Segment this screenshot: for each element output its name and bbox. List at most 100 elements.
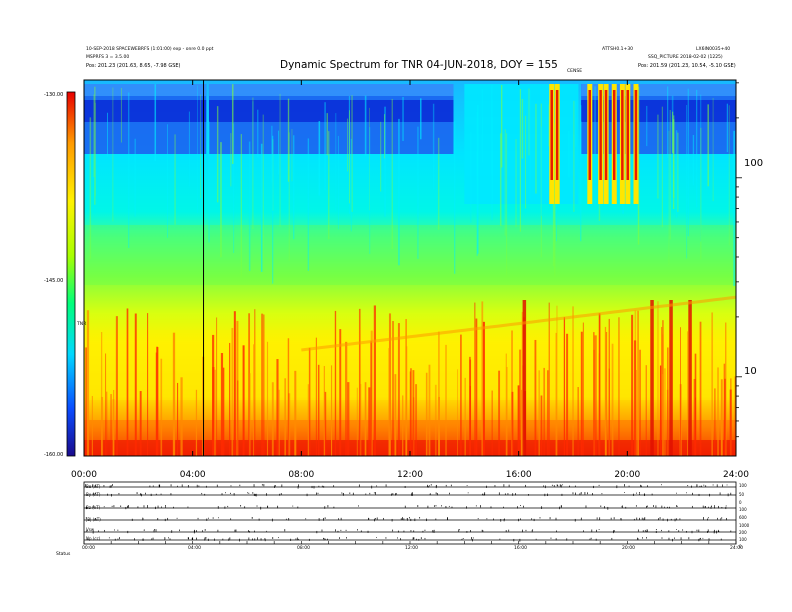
background-streak [675, 130, 678, 218]
panel-point [187, 485, 189, 488]
background-streak [120, 87, 122, 143]
background-streak [540, 103, 542, 258]
emission-streak [631, 314, 634, 456]
panel-point [371, 485, 373, 489]
panel-x-tick-0: 00:00 [82, 546, 95, 551]
emission-streak [287, 338, 290, 456]
emission-streak [324, 391, 327, 456]
panel-point [171, 530, 173, 533]
panel-x-tick-1: 04:00 [188, 546, 201, 551]
panel-point [622, 505, 623, 508]
panel-point [264, 538, 266, 540]
panel-point [714, 505, 715, 506]
panel-point [127, 505, 128, 509]
background-streak [328, 131, 330, 240]
emission-streak [511, 391, 514, 456]
emission-streak [373, 305, 376, 456]
panel-point [574, 518, 576, 522]
panel-point [222, 538, 224, 541]
panel-point [635, 505, 637, 507]
panel-point [285, 518, 287, 520]
panel-point [664, 506, 665, 508]
panel-point [160, 493, 162, 495]
panel-point [451, 506, 453, 509]
panel-point [316, 530, 318, 534]
panel-point [669, 506, 670, 509]
emission-streak [394, 374, 397, 456]
panel-point [277, 505, 279, 509]
panel-point [712, 484, 714, 486]
emission-streak [368, 387, 371, 456]
emission-streak [582, 322, 584, 456]
emission-streak [172, 332, 176, 456]
panel-point [641, 517, 643, 520]
background-streak [700, 94, 702, 242]
panel-point [335, 529, 336, 532]
panel-point [625, 506, 627, 509]
panel-point [108, 537, 110, 539]
panel-point [636, 492, 637, 494]
panel-point [698, 529, 700, 533]
burst-red [626, 90, 630, 180]
panel-point [367, 530, 369, 533]
panel-point [346, 537, 347, 539]
panel-point [620, 518, 622, 521]
burst-red [599, 90, 602, 180]
background-streak [402, 96, 404, 141]
panel-point [161, 506, 162, 508]
emission-streak [412, 370, 415, 456]
panel-point [725, 505, 727, 507]
panel-point [104, 529, 105, 532]
panel-point [251, 517, 253, 519]
panel-point [555, 538, 557, 541]
panel-point [700, 485, 702, 488]
panel-point [716, 484, 718, 488]
panel-point [508, 484, 510, 487]
panel-right-label-2: 0 [739, 500, 742, 505]
panel-point [191, 537, 193, 540]
panel-point [140, 493, 141, 496]
panel-point [595, 538, 597, 541]
panel-point [295, 538, 297, 540]
panel-point [271, 518, 273, 522]
panel-x-tick-6: 24:00 [730, 546, 743, 551]
header-left-line2: MSPRFS 3 = 3.5.00 [86, 55, 130, 60]
panel-point [430, 484, 432, 486]
emission-streak [720, 379, 723, 456]
panel-point [470, 530, 471, 533]
background-streak [481, 88, 483, 163]
panel-point [447, 517, 448, 521]
panel-point [714, 506, 715, 509]
emission-streak [469, 359, 472, 456]
panel-point [208, 517, 209, 519]
panel-point [435, 518, 437, 521]
panel-x-tick-2: 08:00 [297, 546, 310, 551]
panel-point [112, 484, 113, 486]
panel-point [621, 505, 623, 508]
panel-point [254, 493, 256, 497]
panel-point [596, 517, 598, 520]
panel-point [321, 529, 323, 532]
emission-streak [231, 327, 234, 456]
panel-point [559, 506, 560, 510]
emission-streak [284, 378, 287, 456]
panel-point [153, 529, 155, 533]
background-streak [384, 106, 386, 217]
panel-point [640, 485, 642, 488]
emission-streak [216, 317, 218, 456]
panel-point [680, 537, 682, 540]
panel-point [136, 492, 138, 494]
emission-streak [543, 367, 545, 456]
panel-right-label-3: 100 [739, 507, 747, 512]
panel-point [404, 505, 406, 508]
emission-streak [110, 394, 112, 456]
panel-point [433, 505, 435, 507]
panel-point [691, 505, 693, 508]
background-streak [391, 98, 393, 250]
panel-point [404, 485, 406, 488]
background-streak [307, 138, 310, 271]
panel-label-np: Np (cc) [86, 536, 101, 541]
panel-point [157, 505, 159, 509]
panel-point [207, 538, 209, 541]
panel-point [418, 538, 420, 541]
